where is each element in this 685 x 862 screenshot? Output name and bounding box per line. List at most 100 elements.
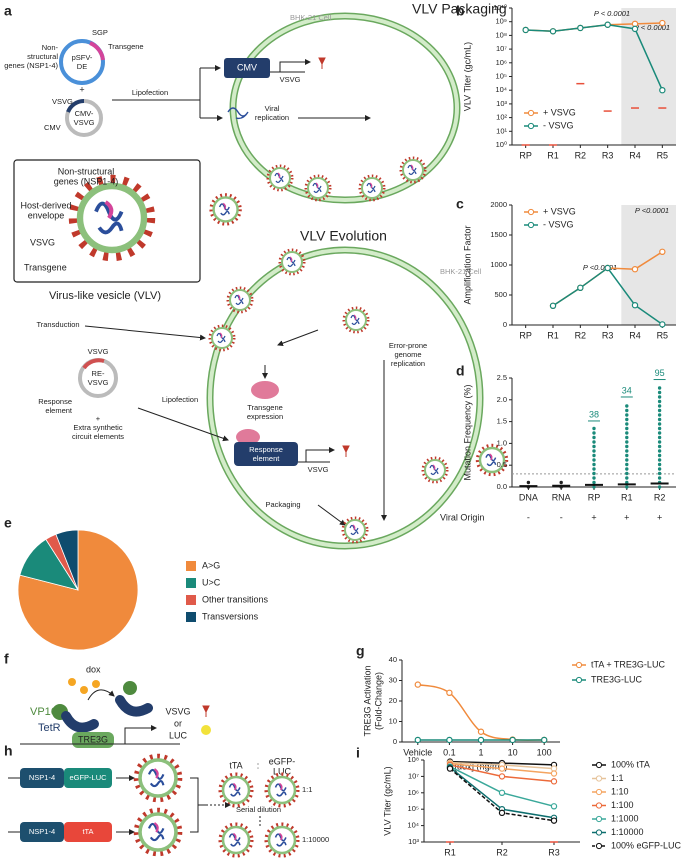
legend-label: 1:100: [611, 800, 634, 810]
legend-marker: [527, 208, 535, 216]
diagram-h: NSP1-4 eGFP-LUC NSP1-4 tTA tTA : eGFP- L…: [8, 756, 329, 858]
row-value: -: [527, 512, 530, 522]
title: VLV Evolution: [300, 228, 387, 244]
y-tick-label: 10⁶: [408, 788, 419, 797]
label: NSP1-4: [29, 773, 55, 782]
x-tick-label: R1: [621, 492, 633, 502]
luc-icon: [201, 725, 211, 735]
plasmid-arc: [66, 98, 85, 113]
y-tick-label: 10⁵: [408, 804, 419, 813]
data-point: [550, 778, 558, 785]
data-point: [549, 302, 557, 309]
vesicle: [266, 164, 294, 192]
vesicle: [208, 324, 236, 352]
label: genes (NSP1-4): [4, 61, 58, 70]
gene-box: [20, 822, 64, 842]
label: TetR: [38, 722, 61, 734]
chart: 10³ 10⁴ 10⁵ 10⁶ 10⁷ 10⁸ R1 R2 R3 VLV Titer (gc/mL…: [382, 755, 681, 857]
vesicle: [136, 756, 179, 799]
data-point: [659, 248, 666, 255]
glycoprotein: [342, 445, 350, 458]
x-tick-label: 0.1: [443, 747, 456, 757]
arrow: [84, 325, 206, 341]
vesicle: [399, 156, 427, 184]
y-tick-label: 1.5: [497, 417, 507, 426]
x-tick-label: Vehicle: [403, 747, 432, 757]
legend-label: 1:1000: [611, 813, 639, 823]
legend-marker: [595, 761, 603, 769]
protein-icon: [251, 381, 279, 399]
y-tick-label: 10: [389, 716, 397, 725]
label: Host-derived: [20, 200, 71, 210]
vesicle: [358, 174, 386, 202]
legend-marker: [595, 788, 603, 796]
data-point: [577, 284, 584, 291]
data-point: [550, 817, 558, 824]
chart: 0 10 20 30 40 Vehicle 0.1 1 10 100 TRE3G Activatio…: [362, 655, 665, 771]
legend-label: + VSVG: [543, 206, 576, 216]
gene-box: [64, 822, 112, 842]
legend-marker: [575, 661, 583, 669]
vesicle: [341, 516, 369, 544]
x-tick-label: RP: [588, 492, 601, 502]
label: dox: [86, 664, 101, 674]
y-tick-label: 10⁸: [407, 755, 419, 764]
label: +: [79, 84, 84, 94]
count-label: 38: [589, 409, 599, 419]
row-value: +: [657, 512, 662, 522]
legend-label: tTA + TRE3G-LUC: [591, 659, 665, 669]
data-point: [577, 24, 584, 32]
x-tick-label: R4: [629, 330, 641, 340]
legend-label: A>G: [202, 560, 220, 570]
data-point: [659, 86, 666, 94]
label: tTA: [82, 827, 93, 836]
plasmid-arc: [82, 358, 105, 370]
label: VSVG: [74, 118, 95, 127]
x-tick-label: RP: [519, 150, 532, 160]
data-point: [541, 736, 548, 744]
x-tick-label: R3: [602, 330, 614, 340]
legend-label: 1:10: [611, 786, 629, 796]
x-tick-label: RP: [519, 330, 532, 340]
dox-molecule: [92, 680, 100, 688]
data-point: [550, 803, 558, 810]
y-tick-label: 10⁰: [496, 140, 507, 149]
cell-label: BHK-21 Cell: [440, 267, 482, 276]
label: genome: [394, 350, 421, 359]
chart: 0.0 0.5 1.0 1.5 2.0 2.5 DNA RNA RP R1 R2 Mutation F…: [440, 368, 676, 522]
label: genes (NSP1-4): [54, 176, 119, 186]
pie-slice: [55, 529, 79, 591]
data-point: [498, 789, 506, 797]
legend-marker: [527, 221, 535, 229]
annotation: P < 0.0001: [594, 9, 630, 18]
legend-marker: [527, 109, 535, 117]
y-tick-label: 40: [389, 655, 397, 664]
label: Transduction: [36, 320, 79, 329]
data-point: [550, 770, 558, 777]
label: replication: [391, 359, 425, 368]
data-point: [477, 728, 485, 735]
vesicle: [264, 772, 300, 808]
label: Lipofection: [132, 88, 168, 97]
label: Serial dilution: [236, 805, 281, 814]
label: replication: [255, 113, 289, 122]
legend-label: 100% tTA: [611, 759, 650, 769]
vesicle-large: [74, 180, 151, 257]
label: eGFP-: [269, 756, 296, 766]
label: LUC: [169, 730, 188, 740]
label: LUC: [273, 766, 292, 776]
label: Non-: [42, 43, 59, 52]
gene-arrow: [298, 449, 330, 463]
label: VSVG: [88, 378, 109, 387]
label: Lipofection: [162, 395, 198, 404]
y-tick-label: 2000: [490, 200, 507, 209]
shaded-region: [621, 205, 676, 325]
label: VSVG: [52, 97, 73, 106]
panel-letters: a b c d e f g h i: [4, 3, 465, 761]
panel-letter: f: [4, 651, 9, 667]
data-point: [631, 20, 639, 28]
rna-icon: [227, 107, 249, 120]
y-tick-label: 0: [393, 737, 397, 746]
y-tick-label: 0.0: [497, 482, 507, 491]
y-tick-label: 1.0: [497, 438, 507, 447]
